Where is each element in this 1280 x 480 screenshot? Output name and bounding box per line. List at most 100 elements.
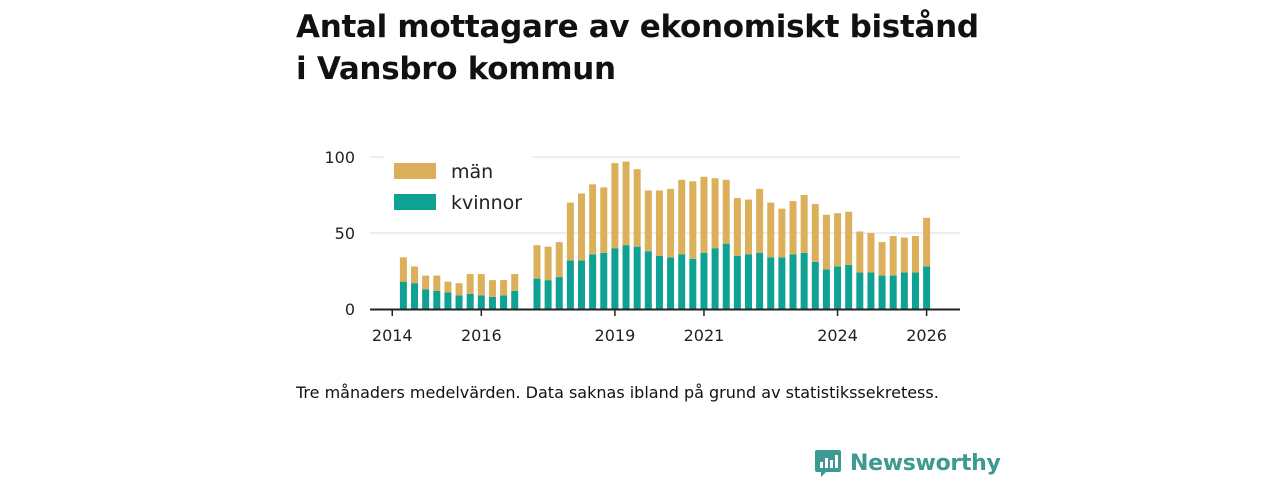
bar-man [733,198,741,256]
bar-man [422,275,430,290]
bar-kvinnor [466,293,474,309]
bar-man [655,190,663,256]
bar-kvinnor [889,275,897,309]
bar-kvinnor [867,272,875,309]
bar-kvinnor [911,272,919,309]
bar-man [689,181,697,259]
bar-man [889,236,897,276]
bar-man [466,274,474,294]
bar-kvinnor [655,255,663,309]
bar-man [511,274,519,291]
brand-name: Newsworthy [850,450,1001,476]
bar-kvinnor [477,295,485,309]
bar-kvinnor [722,243,730,309]
bar-man [444,281,452,293]
x-tick-label-2016: 2016 [461,326,502,345]
newsworthy-logo[interactable]: Newsworthy [814,446,1001,480]
bar-kvinnor [544,280,552,309]
bar-kvinnor [878,275,886,309]
bar-man [778,208,786,258]
legend-label-man: män [451,161,493,183]
bar-kvinnor [834,266,842,309]
bar-kvinnor [444,292,452,309]
bar-man [722,179,730,244]
bar-man [856,231,864,273]
bar-man [800,195,808,253]
bar-man [611,163,619,249]
bar-man [834,213,842,267]
bar-kvinnor [633,246,641,309]
bar-kvinnor [856,272,864,309]
bar-man [878,242,886,276]
bar-kvinnor [422,289,430,309]
bar-man [811,204,819,262]
bar-man [633,169,641,247]
bar-kvinnor [600,252,608,309]
bar-kvinnor [667,257,675,309]
legend-swatch-man [394,163,436,179]
x-tick-label-2026: 2026 [906,326,947,345]
bar-kvinnor [589,254,597,309]
chart-title: Antal mottagare av ekonomiskt bistånd i V… [296,6,1016,90]
bar-man [589,184,597,255]
legend-swatch-kvinnor [394,194,436,210]
bar-man [756,188,764,253]
bar-kvinnor [611,248,619,309]
bar-kvinnor [811,261,819,309]
bar-kvinnor [644,251,652,309]
bar-man [867,233,875,273]
bar-man [555,242,563,278]
bar-kvinnor [500,295,508,309]
chart-footnote: Tre månaders medelvärden. Data saknas ib… [296,383,939,402]
bar-man [455,283,463,296]
bar-man [477,274,485,296]
bar-kvinnor [923,266,931,309]
bar-kvinnor [800,252,808,309]
bar-kvinnor [555,277,563,309]
bar-kvinnor [433,290,441,309]
bar-man [900,237,908,273]
x-tick-label-2024: 2024 [817,326,858,345]
bar-kvinnor [455,295,463,309]
bar-kvinnor [689,258,697,309]
bar-man [911,236,919,273]
bar-man [667,188,675,258]
bar-kvinnor [578,260,586,309]
bar-man [622,161,630,246]
bar-man [845,211,853,265]
bar-man [789,201,797,255]
legend-label-kvinnor: kvinnor [451,192,522,214]
bar-kvinnor [845,264,853,309]
x-tick-label-2021: 2021 [684,326,725,345]
bar-man [566,202,574,261]
bar-man [411,266,419,284]
title-line-2: i Vansbro kommun [296,51,616,87]
bar-man [488,280,496,297]
bar-man [433,275,441,291]
stacked-bar-chart: 0 50 100 2014 2016 2019 2021 2024 2026 män kvinnor [324,148,960,345]
bar-man [678,179,686,255]
bar-man [700,176,708,253]
y-tick-label-0: 0 [345,300,355,319]
bar-kvinnor [622,245,630,309]
bar-kvinnor [411,283,419,309]
bar-man [767,202,775,258]
bar-man [923,217,931,267]
bar-kvinnor [711,248,719,309]
bar-kvinnor [789,254,797,309]
bar-kvinnor [900,272,908,309]
bar-kvinnor [511,290,519,309]
bar-kvinnor [678,254,686,309]
x-tick-label-2014: 2014 [372,326,413,345]
x-tick-label-2019: 2019 [595,326,636,345]
bar-kvinnor [566,260,574,309]
bar-man [744,199,752,255]
bar-kvinnor [756,252,764,309]
bar-man [822,214,830,270]
newsworthy-logo-icon [815,450,841,477]
bar-kvinnor [533,278,541,309]
bar-kvinnor [767,257,775,309]
bar-kvinnor [700,252,708,309]
title-line-1: Antal mottagare av ekonomiskt bistånd [296,9,979,45]
bar-man [644,190,652,252]
